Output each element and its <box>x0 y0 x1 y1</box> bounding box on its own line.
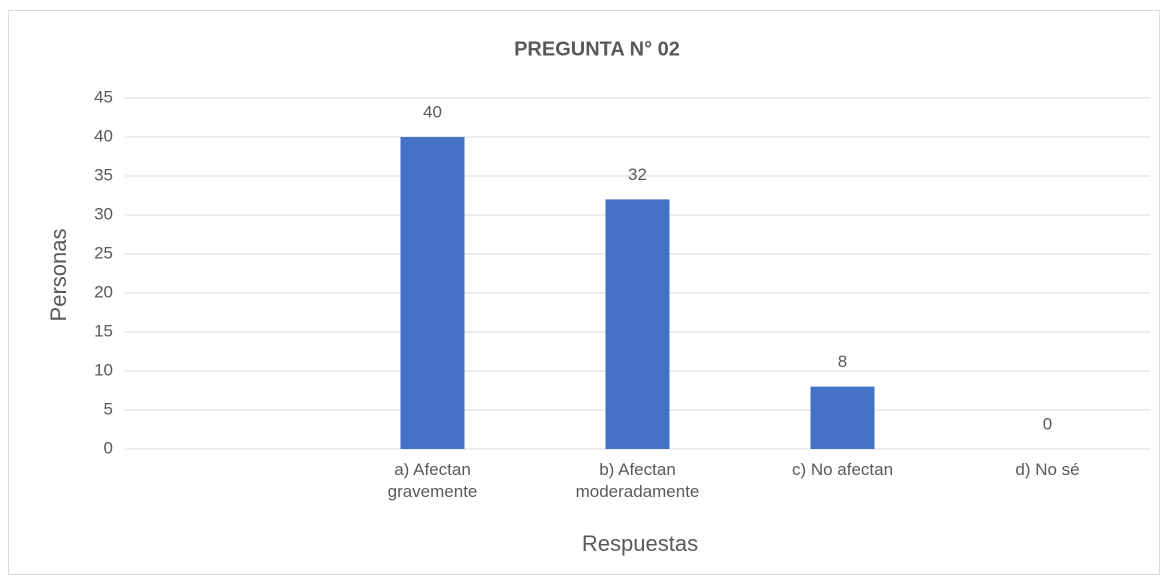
y-tick-label: 20 <box>94 282 113 301</box>
bar <box>810 386 875 449</box>
y-tick-label: 45 <box>94 87 113 106</box>
y-tick-label: 5 <box>104 399 113 418</box>
y-tick-label: 0 <box>104 438 113 457</box>
y-tick-label: 35 <box>94 165 113 184</box>
x-tick-label-box: a) Afectan gravemente <box>387 460 478 501</box>
x-tick-label-box: d) No sé <box>1015 460 1080 479</box>
x-tick-label-box: b) Afectan moderadamente <box>575 460 700 501</box>
x-tick-label: b) Afectan moderadamente <box>575 460 700 501</box>
bar <box>400 137 465 449</box>
data-label: 40 <box>423 102 442 121</box>
y-tick-label: 30 <box>94 204 113 223</box>
data-label: 32 <box>628 165 647 184</box>
y-axis-title: Personas <box>46 229 71 322</box>
data-label: 8 <box>838 352 847 371</box>
data-label: 0 <box>1043 414 1052 433</box>
bar <box>605 199 670 449</box>
chart-title: PREGUNTA N° 02 <box>514 38 680 60</box>
y-tick-label: 25 <box>94 243 113 262</box>
x-tick-label-box: c) No afectan <box>791 460 894 479</box>
x-tick-label: a) Afectan gravemente <box>387 460 478 501</box>
x-tick-label: d) No sé <box>1015 460 1080 479</box>
x-axis-title: Respuestas <box>582 531 698 556</box>
x-tick-label: c) No afectan <box>791 460 894 479</box>
y-tick-label: 40 <box>94 126 113 145</box>
y-tick-label: 10 <box>94 360 113 379</box>
y-tick-label: 15 <box>94 321 113 340</box>
